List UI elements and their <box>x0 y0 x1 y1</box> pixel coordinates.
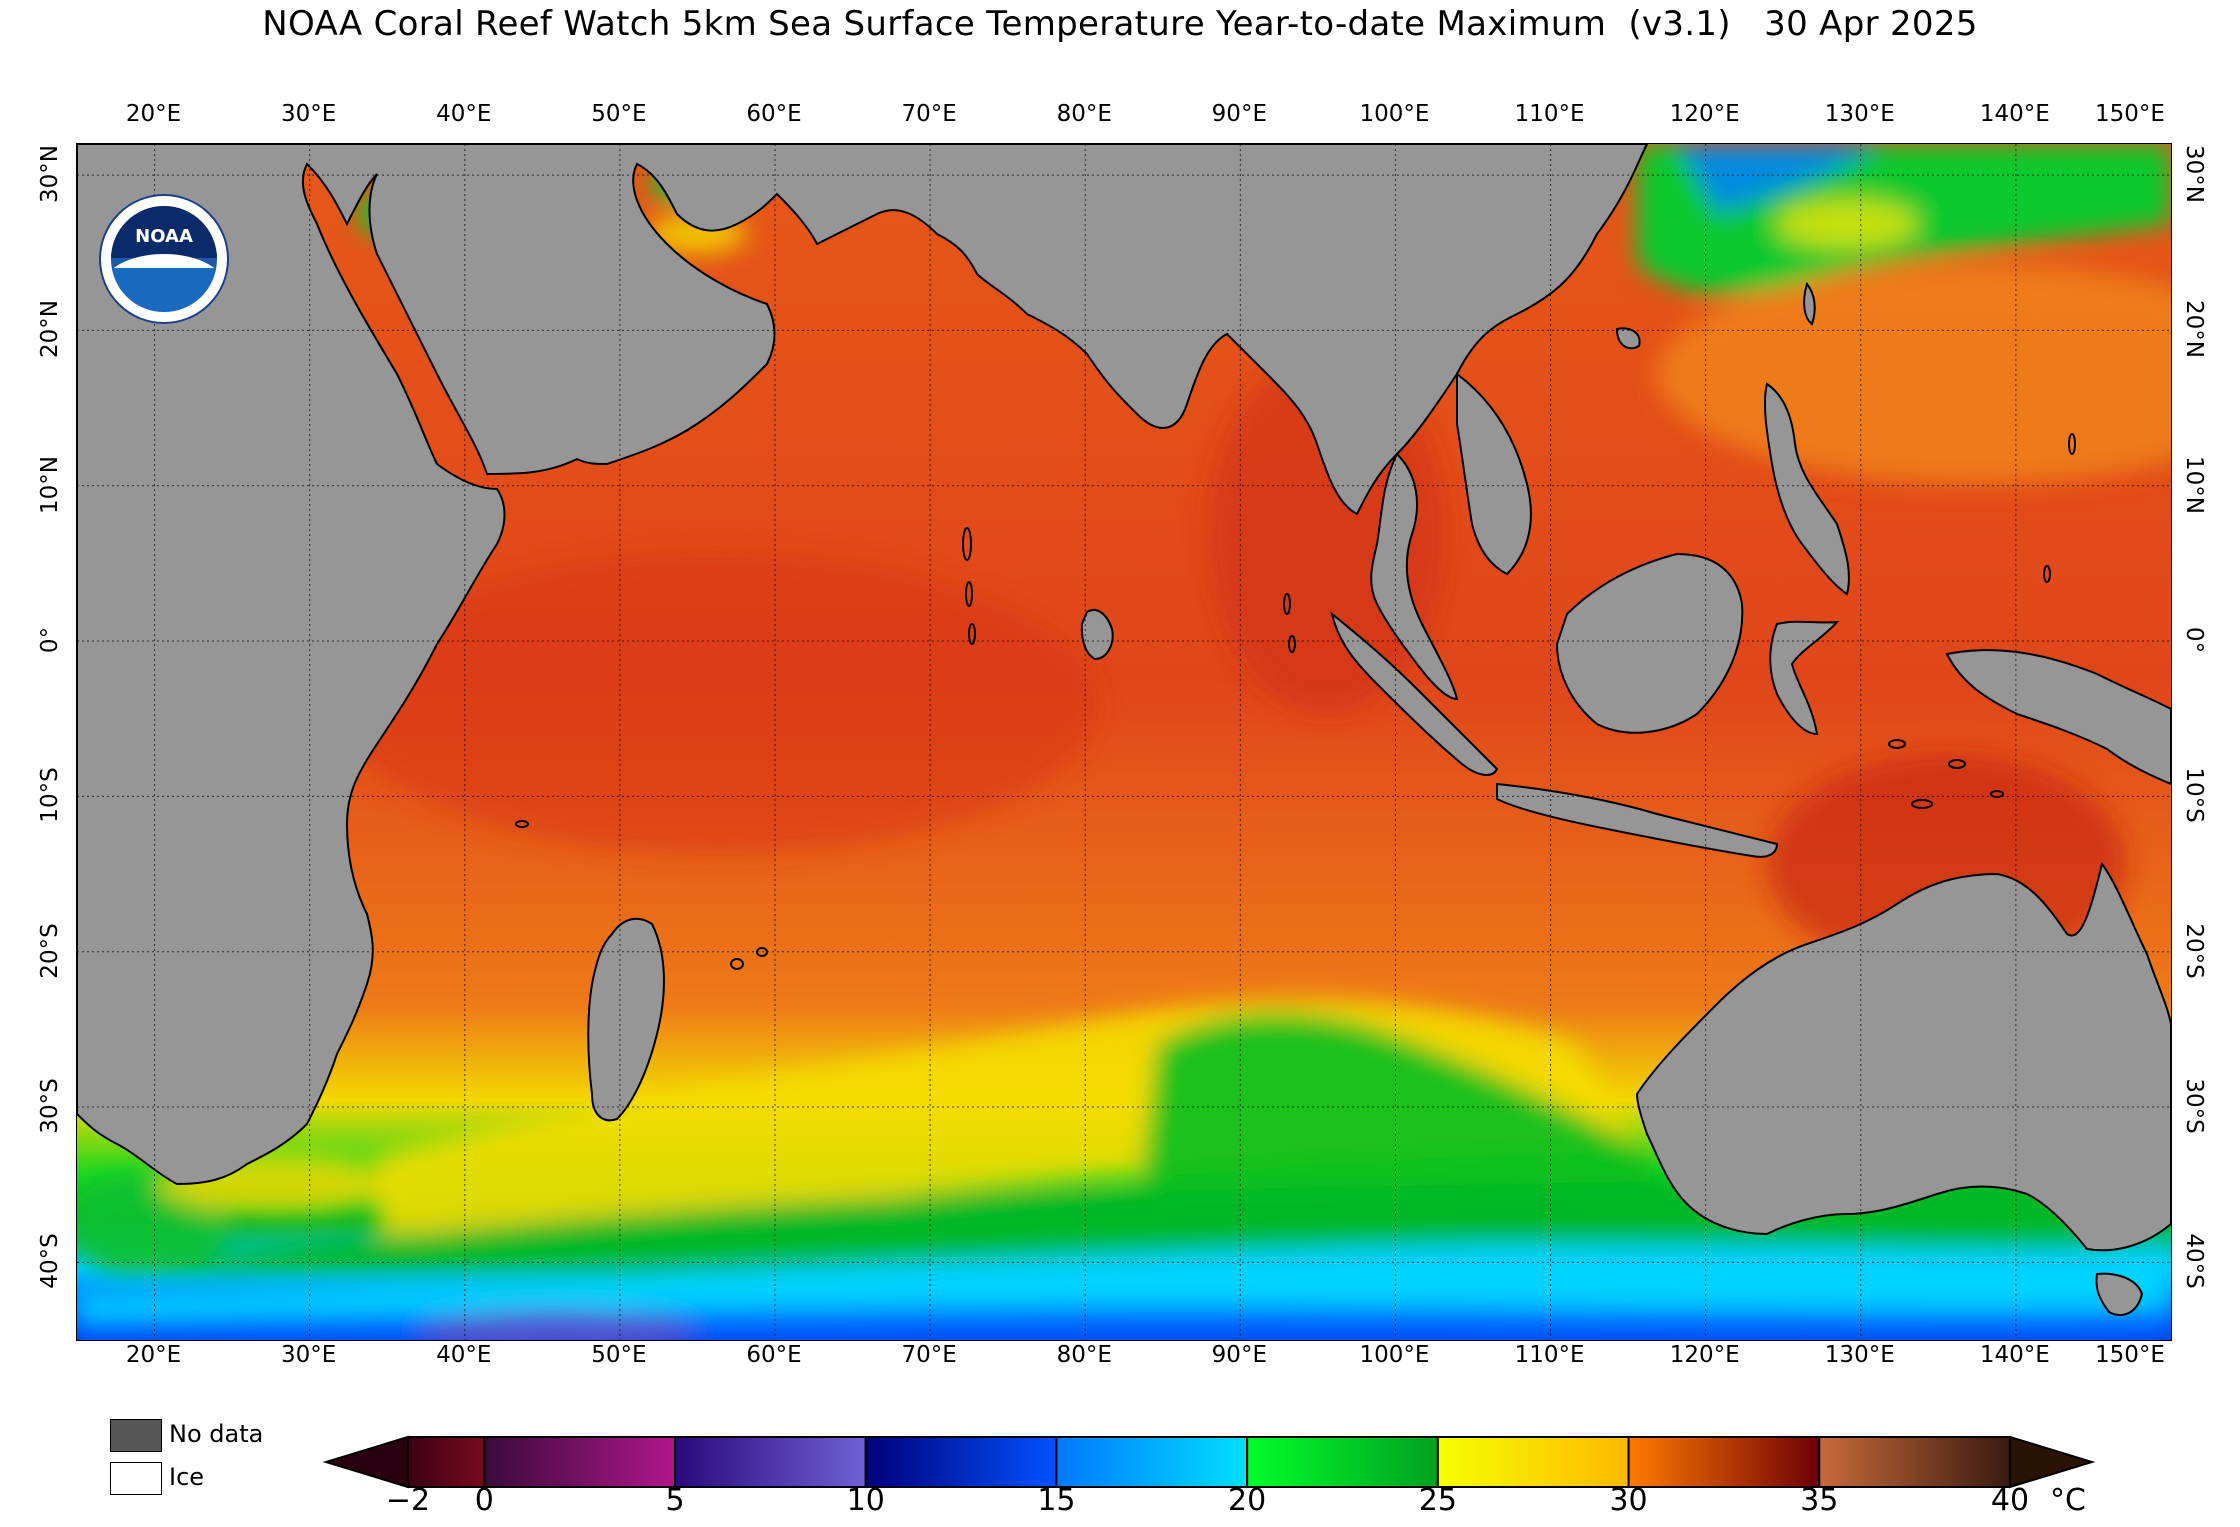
malay-peninsula <box>1370 452 1459 701</box>
bottom-lon-tick-label: 110°E <box>1514 1342 1585 1368</box>
top-lon-tick-label: 110°E <box>1514 101 1585 127</box>
land-masses <box>77 144 2171 1316</box>
colorbar-segment <box>407 1436 486 1488</box>
colorbar-over-arrow <box>2009 1435 2096 1489</box>
ice-label: Ice <box>169 1463 205 1491</box>
top-lon-tick-label: 60°E <box>746 101 802 127</box>
australia <box>1635 861 2171 1252</box>
ice-swatch <box>110 1462 162 1495</box>
top-lon-tick-label: 150°E <box>2095 101 2165 127</box>
bottom-lon-tick-label: 30°E <box>281 1342 337 1368</box>
map-title: NOAA Coral Reef Watch 5km Sea Surface Te… <box>262 4 1978 44</box>
top-lon-tick-label: 70°E <box>901 101 957 127</box>
right-lat-tick-label: 10°S <box>2181 767 2207 824</box>
colorbar-tick-label: 15 <box>1037 1483 1076 1518</box>
colorbar-under-arrow <box>322 1435 409 1489</box>
top-lon-tick-label: 40°E <box>436 101 492 127</box>
borneo <box>1555 552 1744 734</box>
no-data-swatch <box>110 1419 162 1452</box>
colorbar-segment <box>1055 1436 1249 1488</box>
colorbar-tick-label: 10 <box>846 1483 885 1518</box>
indochina-east <box>1456 371 1532 576</box>
colorbar-segment <box>483 1436 676 1488</box>
tasmania <box>2095 1272 2144 1316</box>
bottom-lon-tick-label: 70°E <box>901 1342 957 1368</box>
bottom-lon-tick-label: 140°E <box>1979 1342 2050 1368</box>
bottom-lon-tick-label: 120°E <box>1669 1342 1740 1368</box>
left-lat-tick-label: 30°S <box>37 1078 63 1134</box>
colorbar-segment <box>1436 1436 1630 1488</box>
top-lon-tick-label: 140°E <box>1979 101 2050 127</box>
colorbar-segment <box>1627 1436 1821 1488</box>
colorbar-segment <box>864 1436 1058 1488</box>
madagascar <box>587 917 665 1122</box>
right-lat-tick-label: 20°S <box>2181 923 2207 979</box>
islands <box>515 433 2076 970</box>
taiwan <box>1803 281 1816 326</box>
top-lon-tick-label: 130°E <box>1824 101 1895 127</box>
top-lon-tick-label: 80°E <box>1056 101 1112 127</box>
bottom-lon-tick-label: 20°E <box>125 1342 182 1368</box>
noaa-logo-text: NOAA <box>135 226 193 247</box>
sst-map: NOAA <box>76 143 2172 1341</box>
colorbar-tick-label: 40 <box>1990 1483 2030 1518</box>
no-data-label: No data <box>169 1420 264 1448</box>
colorbar-tick-label: 35 <box>1800 1483 1839 1518</box>
sulawesi <box>1769 620 1840 736</box>
top-lon-tick-label: 20°E <box>125 101 182 127</box>
right-lat-tick-label: 0° <box>2181 626 2207 654</box>
colorbar-tick-label: 25 <box>1418 1483 1457 1518</box>
right-lat-tick-label: 20°N <box>2181 300 2207 359</box>
colorbar-tick-label: 0 <box>474 1483 494 1518</box>
noaa-logo: NOAA <box>99 194 229 324</box>
left-lat-tick-label: 20°S <box>37 923 63 979</box>
colorbar-tick-label: −2 <box>385 1483 431 1518</box>
new-guinea <box>1945 649 2171 786</box>
colorbar-segment <box>1246 1436 1439 1488</box>
left-lat-tick-label: 10°N <box>37 455 63 514</box>
graticule-lines <box>77 144 2171 1340</box>
top-lon-tick-label: 100°E <box>1359 101 1430 127</box>
left-lat-tick-label: 0° <box>37 626 63 654</box>
right-lat-tick-label: 10°N <box>2181 455 2207 514</box>
bottom-lon-tick-label: 60°E <box>746 1342 802 1368</box>
sst-map-canvas <box>77 144 2171 1340</box>
left-lat-tick-label: 30°N <box>37 145 63 204</box>
sumatra <box>1330 611 1499 776</box>
bottom-lon-tick-label: 40°E <box>436 1342 492 1368</box>
bottom-lon-tick-label: 150°E <box>2095 1342 2165 1368</box>
top-lon-tick-label: 90°E <box>1211 101 1267 127</box>
left-lat-tick-label: 20°N <box>37 300 63 359</box>
left-lat-tick-label: 10°S <box>37 767 63 824</box>
right-lat-tick-label: 30°N <box>2181 145 2207 204</box>
colorbar-tick-label: 5 <box>665 1483 685 1518</box>
philippines <box>1763 382 1850 596</box>
right-lat-tick-label: 30°S <box>2181 1078 2207 1134</box>
bottom-lon-tick-label: 90°E <box>1211 1342 1267 1368</box>
colorbar-segment <box>674 1436 867 1488</box>
right-lat-tick-label: 40°S <box>2181 1233 2207 1290</box>
colorbar-tick-label: 20 <box>1228 1483 1267 1518</box>
temperature-colorbar <box>322 1435 2096 1489</box>
hainan <box>1615 327 1641 350</box>
africa-arabia-asia <box>77 144 1649 1186</box>
bottom-lon-tick-label: 100°E <box>1359 1342 1430 1368</box>
colorbar-tick-label: 30 <box>1609 1483 1648 1518</box>
bottom-lon-tick-label: 130°E <box>1824 1342 1895 1368</box>
top-lon-tick-label: 120°E <box>1669 101 1740 127</box>
bottom-lon-tick-label: 80°E <box>1056 1342 1112 1368</box>
top-lon-tick-label: 50°E <box>591 101 647 127</box>
colorbar-segment <box>1818 1436 2012 1488</box>
left-lat-tick-label: 40°S <box>37 1233 63 1290</box>
top-lon-tick-label: 30°E <box>281 101 337 127</box>
colorbar-unit: °C <box>2050 1483 2086 1518</box>
bottom-lon-tick-label: 50°E <box>591 1342 647 1368</box>
java <box>1496 782 1779 858</box>
